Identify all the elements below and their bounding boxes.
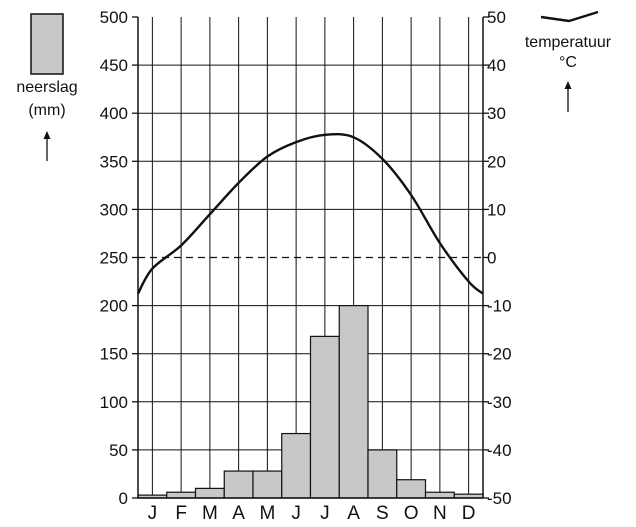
precipitation-bar [367,449,398,499]
left-tick-label: 50 [109,441,128,460]
right-tick-label: -40 [487,441,512,460]
left-tick-label: 150 [100,345,128,364]
right-tick-label: -20 [487,345,512,364]
right-tick-label: -10 [487,297,512,316]
precipitation-bar [396,479,427,499]
month-label: S [376,503,389,524]
precipitation-bar [194,487,225,499]
left-tick-label: 200 [100,297,128,316]
month-label: O [404,503,419,524]
left-tick-label: 500 [100,8,128,27]
right-tick-label: 50 [487,8,506,27]
right-tick-label: 0 [487,249,496,268]
left-tick-label: 450 [100,56,128,75]
precipitation-bar [424,491,455,499]
month-label: J [148,503,158,524]
month-label: M [259,503,275,524]
temperature-legend: temperatuur °C [525,10,612,112]
left-tick-label: 100 [100,393,128,412]
right-tick-label: 10 [487,200,506,219]
right-tick-label: -50 [487,489,512,508]
right-tick-label: 30 [487,104,506,123]
month-label: D [462,503,476,524]
precipitation-legend-label: neerslag [16,79,77,96]
precipitation-bar [252,470,283,499]
month-label: J [320,503,330,524]
precipitation-legend: neerslag (mm) [16,13,78,161]
up-arrow-icon [564,81,572,112]
temperature-legend-label: temperatuur [525,34,612,51]
right-tick-label: -30 [487,393,512,412]
left-tick-label: 400 [100,104,128,123]
up-arrow-icon [43,131,51,161]
temperature-legend-unit: °C [559,54,577,71]
right-tick-label: 40 [487,56,506,75]
month-label: J [291,503,301,524]
month-label: A [347,503,360,524]
left-axis-ticks: 0 50 100 150 200 250 300 350 400 450 500 [100,8,138,508]
left-tick-label: 300 [100,200,128,219]
month-label: A [232,503,245,524]
month-label: F [175,503,187,524]
right-tick-label: 20 [487,152,506,171]
precipitation-bar [166,491,197,499]
precipitation-bar [281,432,312,499]
precipitation-bar [223,470,254,499]
left-tick-label: 0 [119,489,128,508]
grid [138,17,483,498]
precipitation-legend-unit: (mm) [28,102,65,119]
month-label: M [202,503,218,524]
precipitation-legend-swatch [30,13,64,75]
right-axis-ticks: -50 -40 -30 -20 -10 0 10 20 30 40 50 [483,8,512,508]
left-tick-label: 350 [100,152,128,171]
month-label: N [433,503,447,524]
precipitation-bar [309,335,340,499]
temperature-legend-swatch [540,10,599,23]
temperature-line [136,132,484,295]
left-tick-label: 250 [100,249,128,268]
precipitation-bar [338,305,369,499]
